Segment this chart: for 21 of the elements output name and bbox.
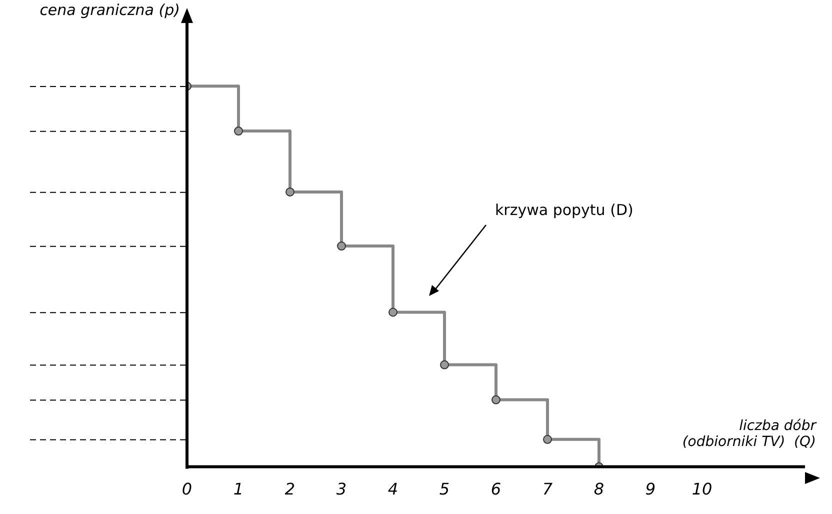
- point: [286, 187, 294, 196]
- point: [440, 360, 449, 370]
- x-tick-label: 6: [490, 480, 502, 499]
- x-tick-label: 1: [233, 480, 244, 499]
- x-tick-label: 5: [439, 480, 450, 499]
- x-tick-label: 10: [692, 480, 712, 499]
- point: [543, 434, 552, 444]
- x-tick-label: 7: [542, 480, 554, 499]
- x-tick-label: 4: [388, 480, 398, 499]
- y-axis-title: cena graniczna (p): [40, 1, 180, 19]
- x-tick-label: 3: [336, 480, 347, 499]
- point: [492, 395, 500, 404]
- point: [234, 126, 243, 136]
- x-tick-label: 9: [645, 480, 656, 499]
- point: [337, 242, 346, 251]
- x-tick-label: 2: [284, 480, 296, 499]
- point: [388, 308, 398, 317]
- annotation: krzywa popytu (D): [495, 201, 634, 219]
- x-tick-label: 0: [182, 480, 192, 499]
- x-axis-title: liczba dóbr (odbiorniki TV) (Q): [682, 418, 816, 450]
- x-tick-label: 8: [594, 480, 604, 499]
